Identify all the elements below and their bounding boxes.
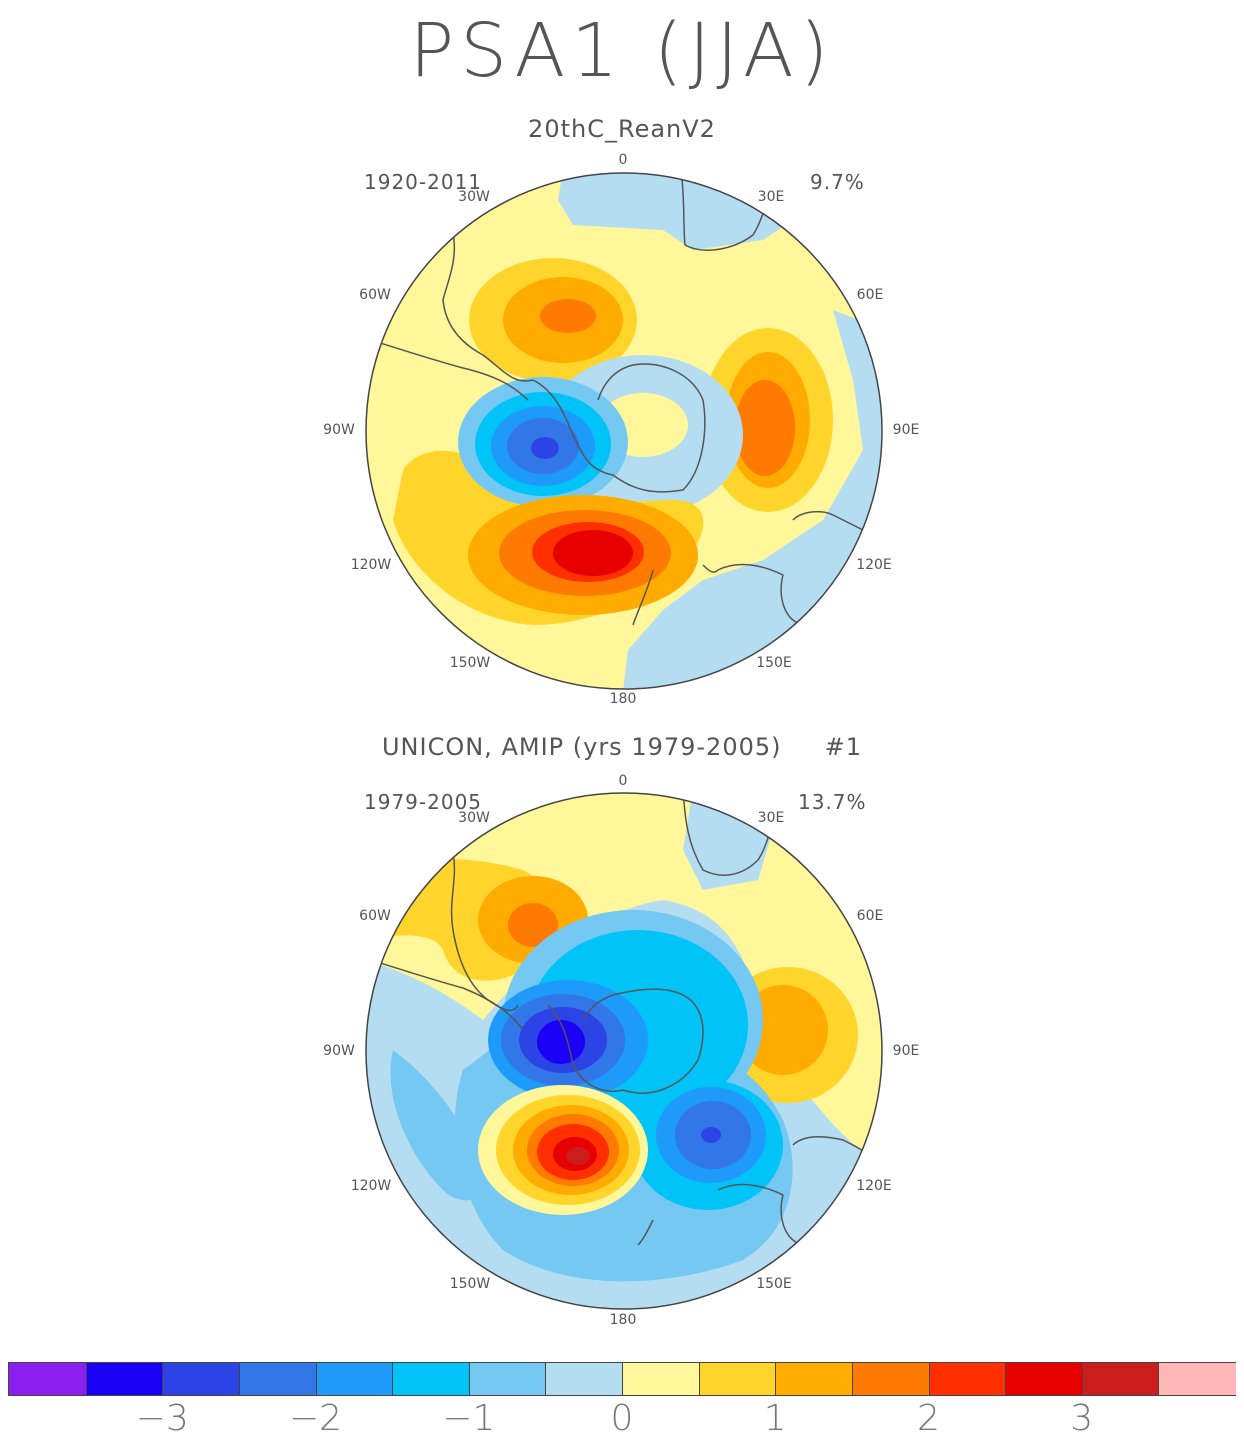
p2-lon-180: 180 xyxy=(609,1312,637,1328)
panel2-map xyxy=(365,792,883,1310)
p1-lon-30w: 30W xyxy=(458,189,490,205)
colorbar-label: 3 xyxy=(1070,1398,1094,1439)
colorbar-label: −3 xyxy=(135,1398,189,1439)
colorbar-segment xyxy=(315,1363,393,1395)
panel1-map xyxy=(365,172,883,690)
colorbar-segment xyxy=(1005,1363,1083,1395)
p2-lon-0: 0 xyxy=(618,773,628,789)
colorbar-label: 2 xyxy=(917,1398,940,1439)
colorbar-segment xyxy=(238,1363,316,1395)
panel1-high-c4 xyxy=(553,530,633,576)
p2-lon-30e: 30E xyxy=(757,810,785,826)
panel2-high-c6 xyxy=(566,1147,590,1165)
colorbar-segment xyxy=(392,1363,470,1395)
p1-lon-120e: 120E xyxy=(856,557,892,573)
p2-lon-30w: 30W xyxy=(458,810,490,826)
panel1-period: 1920-2011 xyxy=(364,170,483,194)
panel2-title: UNICON, AMIP (yrs 1979-2005) #1 xyxy=(381,733,863,761)
p2-lon-150e: 150E xyxy=(756,1276,792,1292)
p1-lon-90e: 90E xyxy=(892,422,920,438)
colorbar xyxy=(8,1362,1236,1396)
panel2-lobe-topleft-c3 xyxy=(508,903,558,947)
colorbar-label: −1 xyxy=(442,1398,496,1439)
panel2-low2-c4 xyxy=(701,1127,721,1143)
panel1-border xyxy=(365,172,883,690)
colorbar-segment xyxy=(928,1363,1006,1395)
colorbar-segment xyxy=(1081,1363,1159,1395)
p1-lon-60w: 60W xyxy=(359,287,391,303)
figure-title: PSA1 (JJA) xyxy=(409,8,835,94)
panel1-lobe-right-c3 xyxy=(735,380,795,476)
colorbar-label: −2 xyxy=(288,1398,343,1439)
panel1-lobe-top-c3 xyxy=(540,299,596,333)
p1-lon-180: 180 xyxy=(609,691,637,707)
p2-lon-150w: 150W xyxy=(449,1276,491,1292)
p2-lon-120w: 120W xyxy=(350,1178,392,1194)
colorbar-segment xyxy=(468,1363,546,1395)
p2-lon-90e: 90E xyxy=(892,1043,920,1059)
p1-lon-90w: 90W xyxy=(323,422,355,438)
colorbar-segment xyxy=(9,1363,87,1395)
colorbar-segment xyxy=(545,1363,623,1395)
panel2-border xyxy=(365,792,883,1310)
p1-lon-120w: 120W xyxy=(350,557,392,573)
p2-lon-60w: 60W xyxy=(359,908,391,924)
panel2-zone-blue-west xyxy=(390,1050,485,1201)
colorbar-segment xyxy=(162,1363,240,1395)
colorbar-segment xyxy=(85,1363,163,1395)
panel1-variance: 9.7% xyxy=(810,170,865,194)
colorbar-segment xyxy=(775,1363,853,1395)
panel2-low-c4 xyxy=(537,1020,585,1064)
panel2-period: 1979-2005 xyxy=(364,790,483,814)
p1-lon-60e: 60E xyxy=(856,287,884,303)
panel2-variance: 13.7% xyxy=(798,790,867,814)
p2-lon-120e: 120E xyxy=(856,1178,892,1194)
panel1-zone-blue-right xyxy=(623,310,882,689)
colorbar-segment xyxy=(1158,1363,1236,1395)
panel1-title: 20thC_ReanV2 xyxy=(528,115,716,143)
panel1-low-c5 xyxy=(531,437,559,459)
p2-lon-60e: 60E xyxy=(856,908,884,924)
panel1-coastlines xyxy=(376,173,864,626)
p1-lon-0: 0 xyxy=(618,152,628,168)
colorbar-segment xyxy=(622,1363,700,1395)
colorbar-label: 0 xyxy=(610,1398,634,1439)
p2-lon-90w: 90W xyxy=(323,1043,355,1059)
colorbar-segment xyxy=(698,1363,776,1395)
colorbar-segment xyxy=(851,1363,929,1395)
panel2-low3 xyxy=(508,1216,578,1250)
p1-lon-150w: 150W xyxy=(449,655,491,671)
p1-lon-30e: 30E xyxy=(757,189,785,205)
colorbar-label: 1 xyxy=(763,1398,787,1439)
p1-lon-150e: 150E xyxy=(756,655,792,671)
